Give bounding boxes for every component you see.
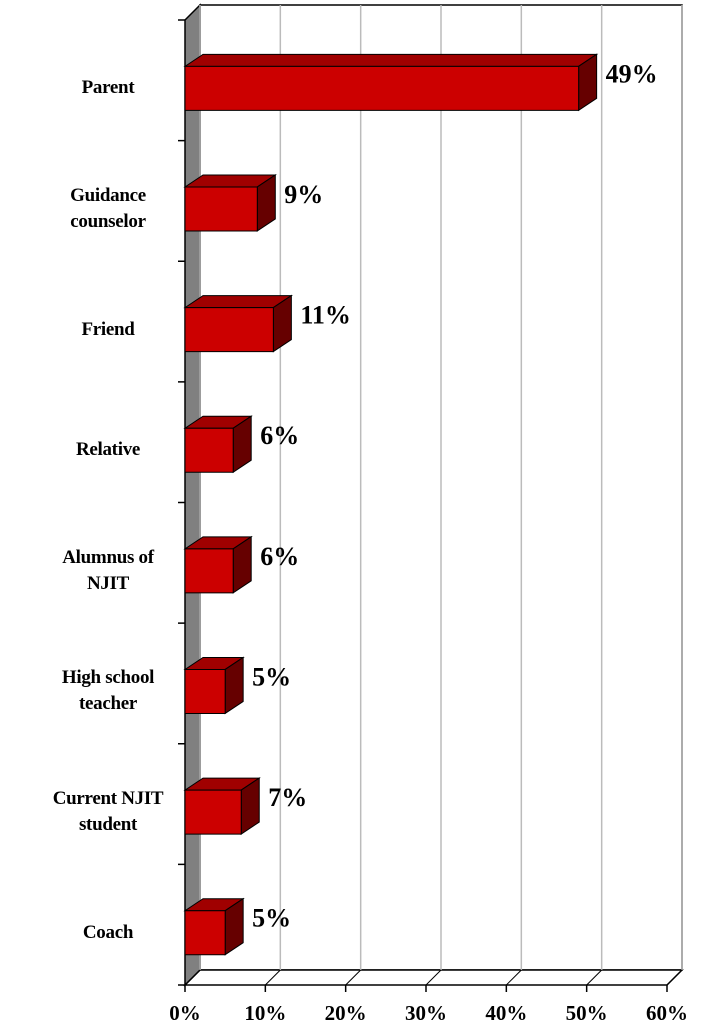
bar <box>183 897 245 956</box>
value-label: 5% <box>252 662 291 691</box>
y-tick-label: Guidance counselor <box>70 184 146 232</box>
bar-front <box>184 548 234 594</box>
y-tick-label: Coach <box>82 921 134 943</box>
bar <box>183 174 277 232</box>
y-tick-label: Alumnus of NJIT <box>62 546 154 594</box>
bar-front <box>184 427 234 473</box>
bar <box>183 777 261 835</box>
floor-grid-line <box>505 969 522 986</box>
value-label: 6% <box>260 421 299 450</box>
x-tick-label: 0% <box>169 1001 201 1025</box>
x-tick-label: 60% <box>646 1001 688 1025</box>
value-label: 6% <box>260 542 299 571</box>
y-tick-label: High school teacher <box>61 667 155 715</box>
floor-grid-line <box>586 969 603 986</box>
bar <box>183 294 294 353</box>
y-tick-label: Relative <box>75 439 141 461</box>
bar-front <box>184 186 258 232</box>
floor-grid-line <box>184 969 201 986</box>
left-wall <box>184 3 201 987</box>
x-tick-label: 30% <box>405 1001 447 1025</box>
floor-grid-line <box>425 969 442 986</box>
floor-grid-line <box>345 969 362 986</box>
floor-grid-line <box>264 969 281 986</box>
bar <box>183 53 599 112</box>
floor-grid-line <box>666 969 683 986</box>
bar-front <box>184 65 580 111</box>
y-tick-label: Friend <box>81 318 135 340</box>
value-label: 9% <box>284 180 323 209</box>
x-tick-label: 50% <box>566 1001 608 1025</box>
value-label: 11% <box>300 301 351 330</box>
bar-front <box>184 668 226 714</box>
bar <box>183 656 245 715</box>
bar-top <box>183 53 599 67</box>
y-tick-label: Current NJIT student <box>52 788 164 836</box>
bar <box>183 415 253 474</box>
bar-front <box>184 910 226 956</box>
value-label: 7% <box>268 783 307 812</box>
x-tick-label: 40% <box>485 1001 527 1025</box>
value-label: 49% <box>606 59 658 88</box>
value-label: 5% <box>252 904 291 933</box>
y-tick-label: Parent <box>81 77 135 99</box>
bar <box>183 535 253 594</box>
bar-front <box>184 307 274 353</box>
x-tick-label: 10% <box>244 1001 286 1025</box>
x-tick-label: 20% <box>325 1001 367 1025</box>
bar-front <box>184 789 242 835</box>
